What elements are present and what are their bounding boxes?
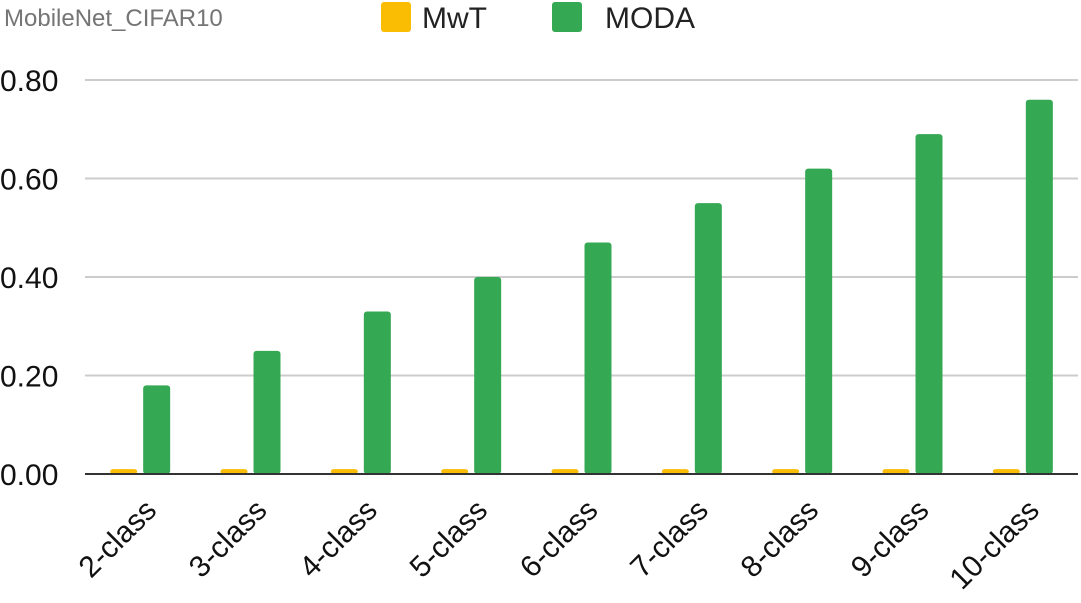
bar-moda-3-class — [253, 350, 281, 474]
legend: MwT MODA — [381, 2, 695, 35]
gridlines — [85, 79, 1078, 377]
bar-mwt-5-class — [441, 469, 469, 474]
bar-mwt-8-class — [772, 469, 800, 474]
y-tick-label: 0.00 — [0, 459, 58, 492]
x-tick-label: 4-class — [293, 494, 384, 585]
x-tick-label: 3-class — [183, 494, 274, 585]
bar-mwt-9-class — [882, 469, 910, 474]
x-tick-label: 6-class — [514, 494, 605, 585]
bar-moda-6-class — [584, 242, 612, 474]
x-tick-label: 8-class — [735, 494, 826, 585]
bar-mwt-4-class — [330, 469, 358, 474]
y-tick-label: 0.80 — [0, 65, 58, 98]
bar-moda-4-class — [363, 311, 391, 474]
bar-mwt-3-class — [220, 469, 248, 474]
bar-mwt-7-class — [661, 469, 689, 474]
x-tick-label: 7-class — [624, 494, 715, 585]
legend-label-moda: MODA — [605, 2, 695, 35]
x-tick-label: 9-class — [845, 494, 936, 585]
bar-moda-2-class — [143, 385, 171, 474]
y-tick-label: 0.20 — [0, 361, 58, 394]
x-tick-label: 5-class — [404, 494, 495, 585]
x-axis-tick-labels: 2-class 3-class 4-class 5-class 6-class 7-cla… — [73, 494, 1046, 596]
y-axis-tick-labels: 0.00 0.20 0.40 0.60 0.80 — [0, 65, 58, 492]
x-tick-label: 10-class — [943, 494, 1045, 596]
legend-swatch-mwt — [381, 2, 411, 32]
y-tick-label: 0.60 — [0, 164, 58, 197]
chart-title: MobileNet_CIFAR10 — [4, 5, 223, 32]
x-tick-label: 2-class — [73, 494, 164, 585]
bar-moda-5-class — [474, 277, 502, 474]
bar-moda-7-class — [694, 203, 722, 474]
bars — [110, 99, 1053, 475]
bar-moda-9-class — [915, 134, 943, 475]
bar-moda-8-class — [805, 168, 833, 474]
bar-moda-10-class — [1025, 99, 1053, 474]
y-tick-label: 0.40 — [0, 262, 58, 295]
legend-label-mwt: MwT — [422, 2, 487, 35]
bar-mwt-10-class — [992, 469, 1020, 474]
bar-mwt-6-class — [551, 469, 579, 474]
legend-swatch-moda — [552, 2, 582, 32]
bar-mwt-2-class — [110, 469, 138, 474]
